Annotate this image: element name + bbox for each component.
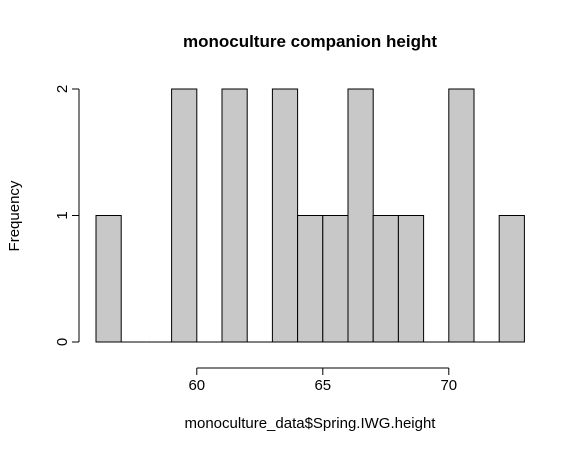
- histogram-bar-16: [498, 215, 525, 343]
- histogram-bar-3: [171, 88, 198, 343]
- bars-group: [95, 88, 525, 343]
- histogram-bar-8: [297, 215, 324, 343]
- x-axis-label: monoculture_data$Spring.IWG.height: [185, 415, 437, 432]
- chart-title: monoculture companion height: [183, 32, 437, 51]
- y-axis: 0 1 2: [54, 85, 80, 346]
- y-tick-label-1: 1: [54, 211, 71, 219]
- histogram-bar-5: [221, 88, 248, 343]
- histogram-bar-9: [322, 215, 349, 343]
- x-tick-label-2: 70: [440, 377, 457, 394]
- histogram-bar-10: [347, 88, 374, 343]
- histogram-bar-7: [271, 88, 299, 343]
- histogram-bar-11: [372, 215, 399, 343]
- y-tick-label-0: 0: [54, 338, 71, 346]
- x-axis: 60 65 70: [188, 367, 457, 394]
- histogram-bar-0: [95, 215, 122, 343]
- y-tick-label-2: 2: [54, 85, 71, 93]
- histogram-bar-14: [448, 88, 475, 343]
- histogram-bar-12: [397, 215, 425, 343]
- x-tick-label-0: 60: [188, 377, 205, 394]
- y-axis-label: Frequency: [6, 180, 23, 251]
- x-tick-label-1: 65: [314, 377, 331, 394]
